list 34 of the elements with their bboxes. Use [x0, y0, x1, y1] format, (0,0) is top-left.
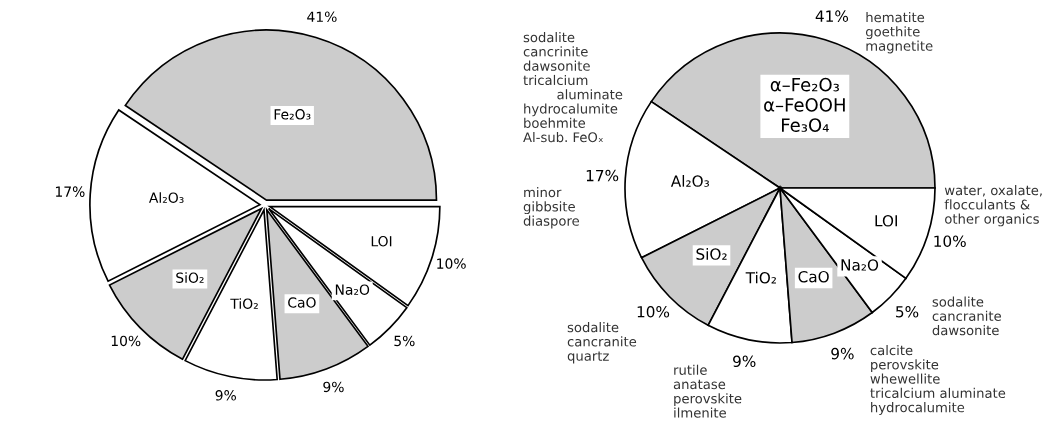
- slice-label: Fe₂O₃: [274, 109, 311, 120]
- text: minor gibbsite diaspore: [523, 187, 579, 229]
- text: water, oxalate, flocculants & other organics: [944, 185, 1042, 227]
- text: sodalite cancrinite dawsonite tricalcium aluminate hydrocalumite boehmite Al-sub. FeOₓ: [523, 32, 623, 143]
- data-label: 9%: [215, 390, 236, 401]
- data-label: 10%: [111, 335, 141, 347]
- data-label: 10%: [637, 305, 670, 318]
- text: sodalite cancranite quartz: [567, 322, 637, 364]
- data-label: 9%: [831, 347, 854, 360]
- slice-label: TiO₂: [745, 271, 776, 284]
- data-label: 17%: [55, 186, 85, 197]
- data-label: 5%: [394, 335, 415, 347]
- data-label: 5%: [896, 305, 919, 318]
- text: sodalite cancranite dawsonite: [932, 296, 1001, 336]
- text: calcite perovskite whewellite tricalcium aluminate hydrocalumite: [870, 345, 1006, 415]
- slice-label: SiO₂: [696, 248, 727, 260]
- slice-label: Na₂O: [841, 259, 879, 271]
- slice-label: LOI: [875, 215, 897, 227]
- slice-label: Al₂O₃: [670, 175, 709, 187]
- data-label: 17%: [586, 169, 619, 182]
- slice-label: LOI: [371, 235, 392, 247]
- text: hematite goethite magnetite: [865, 12, 933, 54]
- slice-label: Na₂O: [335, 284, 370, 295]
- slice-label: TiO₂: [230, 298, 258, 309]
- data-label: 9%: [323, 381, 344, 393]
- data-label: 41%: [815, 10, 849, 22]
- data-label: 41%: [307, 11, 337, 22]
- slice-label: CaO: [798, 270, 829, 283]
- data-label: 10%: [437, 258, 466, 269]
- data-label: 10%: [934, 235, 966, 247]
- slice-label: Al₂O₃: [148, 192, 184, 203]
- slice-label: α–Fe₂O₃ α–FeOOH Fe₃O₄: [764, 77, 845, 132]
- slice-label: CaO: [288, 297, 316, 308]
- slice-label: SiO₂: [176, 272, 204, 283]
